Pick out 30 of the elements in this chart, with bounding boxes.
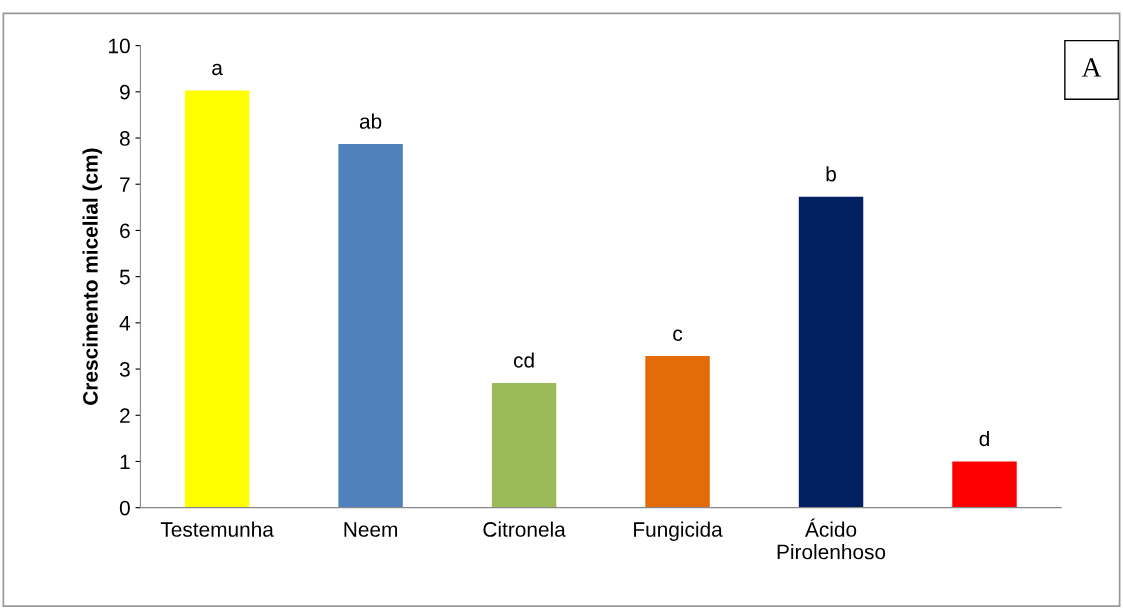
y-tick-label: 5	[119, 269, 130, 285]
x-tick-label: Fungicida	[634, 521, 723, 541]
data-label: b	[826, 166, 836, 182]
bar	[491, 382, 557, 508]
x-tick-label: Testemunha	[160, 521, 274, 537]
bar	[338, 144, 403, 508]
y-tick-label: 1	[120, 454, 130, 470]
y-tick-label: 9	[120, 84, 130, 100]
y-tick-label: 4	[119, 316, 131, 331]
bar	[645, 356, 710, 508]
bar	[184, 90, 250, 508]
data-label: d	[979, 430, 989, 447]
y-tick-label: 3	[119, 362, 130, 377]
y-tick-label: 7	[120, 177, 130, 192]
x-tick-label: Neem	[344, 522, 397, 537]
x-tick-label: Citronela	[483, 521, 566, 537]
y-tick-label: 10	[109, 38, 130, 54]
y-axis-title: Crescimento micelial (cm)	[82, 148, 102, 405]
bar	[952, 461, 1017, 508]
y-tick-label: 6	[120, 223, 130, 239]
data-label: a	[212, 63, 223, 76]
data-label: ab	[359, 113, 382, 129]
y-tick-label: 8	[119, 131, 130, 146]
text: A	[1081, 58, 1102, 77]
bar	[798, 196, 864, 508]
data-label: c	[673, 329, 683, 341]
x-tick-label: Ácido Pirolenhoso	[777, 518, 886, 560]
data-label: cd	[513, 352, 534, 368]
y-tick-label: 2	[120, 408, 130, 423]
y-tick-label: 0	[119, 500, 130, 516]
